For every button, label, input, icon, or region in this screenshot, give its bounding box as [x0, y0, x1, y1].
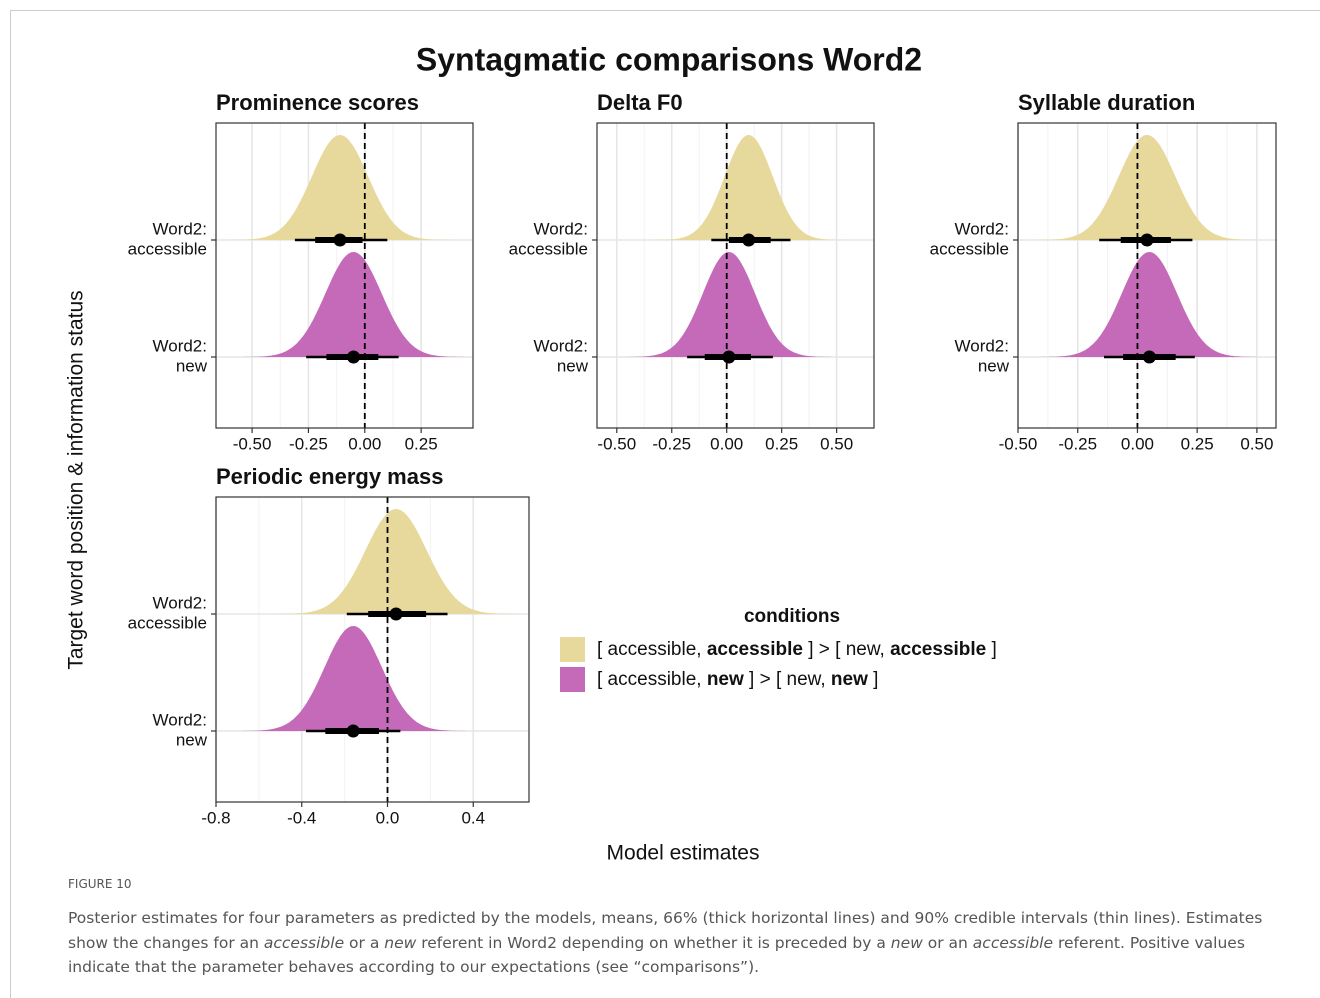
density: [216, 135, 473, 240]
panel-border: [1017, 122, 1277, 429]
x-tick-label: -0.4: [287, 808, 316, 827]
y-tick-label: new: [978, 356, 1010, 375]
legend-label-part: new: [831, 669, 868, 690]
x-axis-title: Model estimates: [607, 842, 760, 865]
mean-point: [722, 350, 736, 364]
x-tick-label: 0.00: [1121, 434, 1154, 453]
legend-label-part: [ accessible,: [597, 669, 707, 690]
x-tick-label: 0.25: [405, 434, 438, 453]
x-tick-label: 0.50: [820, 434, 853, 453]
mean-point: [346, 724, 360, 738]
y-tick-label: new: [176, 356, 208, 375]
figure-border: [10, 10, 1320, 998]
caption-part: or an: [922, 933, 973, 952]
mean-point: [389, 607, 403, 621]
panel-title: Prominence scores: [216, 90, 419, 115]
x-tick-label: -0.25: [1058, 434, 1097, 453]
x-tick-label: 0.25: [765, 434, 798, 453]
x-tick-label: -0.8: [201, 808, 230, 827]
mean-point: [333, 233, 347, 247]
y-tick-label: Word2:: [153, 336, 208, 355]
y-tick-label: Word2:: [534, 336, 589, 355]
legend-swatch: [560, 637, 585, 662]
caption-part: referent. Positive values indicate that …: [68, 933, 1245, 977]
panel-title: Periodic energy mass: [216, 464, 443, 489]
legend-label-part: new: [707, 669, 744, 690]
density: [1018, 135, 1276, 240]
y-tick-label: new: [557, 356, 589, 375]
mean-point: [347, 350, 361, 364]
panel-title: Delta F0: [597, 90, 683, 115]
y-tick-label: accessible: [930, 239, 1009, 258]
panel-border: [596, 122, 875, 429]
y-tick-label: Word2:: [534, 219, 589, 238]
x-tick-label: -0.25: [652, 434, 691, 453]
y-tick-label: accessible: [509, 239, 588, 258]
y-tick-label: Word2:: [153, 219, 208, 238]
figure-title: Syntagmatic comparisons Word2: [416, 41, 922, 77]
legend-label: [ accessible, accessible ] > [ new, acce…: [597, 639, 997, 660]
y-tick-label: new: [176, 730, 208, 749]
panel-title: Syllable duration: [1018, 90, 1195, 115]
y-tick-label: accessible: [128, 239, 207, 258]
y-tick-label: Word2:: [955, 336, 1010, 355]
caption-part: new: [384, 933, 417, 952]
legend-label-part: [ accessible,: [597, 639, 707, 660]
y-tick-label: Word2:: [955, 219, 1010, 238]
y-axis-title: Target word position & information statu…: [65, 290, 88, 669]
caption-part: accessible: [263, 933, 345, 952]
y-tick-label: Word2:: [153, 710, 208, 729]
y-tick-label: accessible: [128, 613, 207, 632]
legend-label-part: accessible: [890, 639, 986, 660]
density: [1018, 252, 1276, 357]
y-tick-label: Word2:: [153, 593, 208, 612]
density: [216, 626, 529, 731]
x-tick-label: 0.50: [1240, 434, 1273, 453]
density: [216, 252, 473, 357]
caption-part: new: [890, 933, 923, 952]
x-tick-label: 0.4: [461, 808, 485, 827]
x-tick-label: 0.00: [348, 434, 381, 453]
legend-label-part: ]: [986, 639, 997, 660]
x-tick-label: 0.25: [1181, 434, 1214, 453]
x-tick-label: -0.50: [597, 434, 636, 453]
panel-border: [215, 122, 474, 429]
legend-label-part: accessible: [707, 639, 803, 660]
caption-part: Posterior estimates for four parameters …: [68, 909, 1263, 952]
legend-label-part: ] > [ new,: [803, 639, 890, 660]
caption-part: or a: [344, 933, 385, 952]
x-tick-label: -0.50: [999, 434, 1038, 453]
caption-part: accessible: [972, 933, 1054, 952]
legend-title: conditions: [744, 606, 840, 627]
legend-swatch: [560, 667, 585, 692]
x-tick-label: -0.25: [289, 434, 328, 453]
x-tick-label: 0.00: [710, 434, 743, 453]
legend-label-part: ] > [ new,: [744, 669, 831, 690]
panel-border: [215, 496, 530, 803]
x-tick-label: 0.0: [376, 808, 400, 827]
x-tick-label: -0.50: [233, 434, 272, 453]
density: [597, 135, 874, 240]
caption-text: Posterior estimates for four parameters …: [68, 906, 1283, 980]
mean-point: [742, 233, 756, 247]
mean-point: [1140, 233, 1154, 247]
caption-label: FIGURE 10: [68, 877, 132, 891]
density: [216, 509, 529, 614]
legend-label-part: ]: [868, 669, 879, 690]
legend-label: [ accessible, new ] > [ new, new ]: [597, 669, 878, 690]
caption-part: referent in Word2 depending on whether i…: [416, 933, 891, 952]
density: [597, 252, 874, 357]
mean-point: [1142, 350, 1156, 364]
